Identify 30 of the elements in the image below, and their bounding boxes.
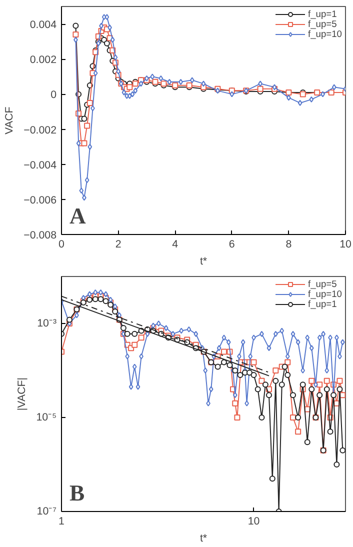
legend-label: f_up=5 [308,19,337,29]
legend-label: f_up=5 [308,279,337,289]
x-tick-label: 0 [58,238,65,250]
y-tick-label: 10⁻³ [37,318,57,330]
y-axis-title: VACF [4,106,16,134]
y-tick-label: 0.004 [30,19,57,32]
annotation: A [70,204,86,228]
y-tick-label: 0 [50,89,57,102]
x-tick-label: 1 [58,516,65,528]
x-tick-label: 10 [248,516,260,528]
legend-label: f_up=1 [308,9,337,19]
y-tick-label: 0.002 [30,54,57,66]
x-tick-label: 8 [286,238,292,250]
y-tick-label: −0.004 [24,159,57,172]
y-axis-title: |VACF| [16,377,28,411]
x-tick-label: 4 [172,238,178,250]
legend-label: f_up=10 [308,289,342,299]
y-tick-label: 10⁻⁵ [36,412,57,424]
y-tick-label: −0.006 [24,194,57,206]
annotation: B [70,480,85,506]
x-tick-label: 6 [228,238,235,250]
legend-label: f_up=1 [308,299,337,309]
x-tick-label: 10 [340,238,352,250]
x-axis-title: t* [200,532,208,544]
y-tick-label: −0.008 [24,230,57,242]
x-axis-title: t* [200,256,208,268]
y-tick-label: −0.002 [24,124,57,136]
x-tick-label: 2 [115,238,122,250]
y-tick-label: 10⁻⁷ [36,506,57,518]
legend-label: f_up=10 [308,29,342,39]
